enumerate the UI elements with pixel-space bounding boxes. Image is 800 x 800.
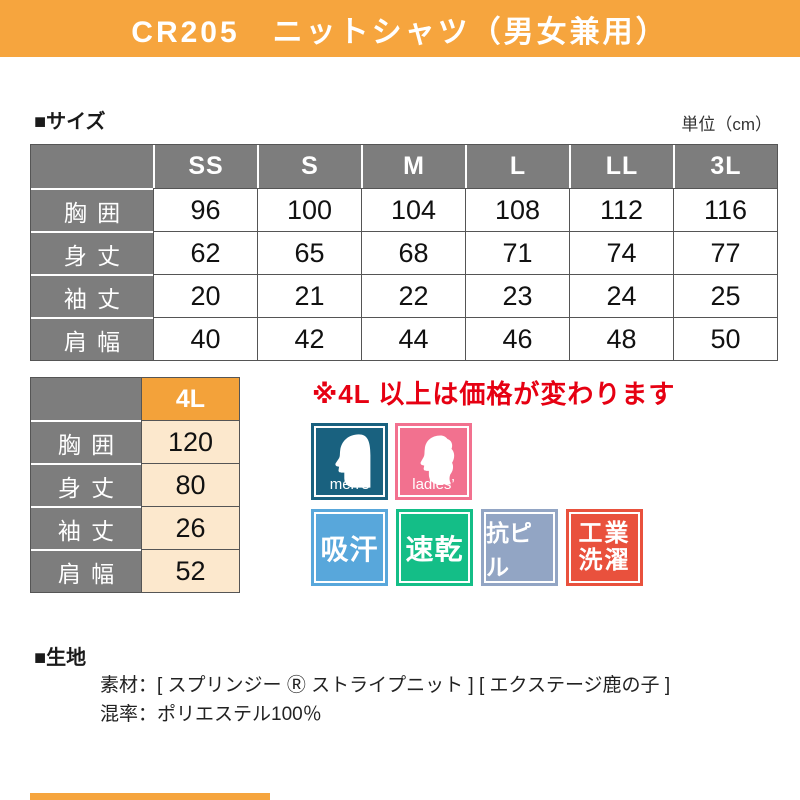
size-value: 77 — [673, 231, 777, 274]
size-value: 44 — [361, 317, 465, 360]
size-column-header: S — [257, 145, 361, 188]
gender-badge-row: men's ladies’ — [311, 423, 472, 500]
quick-dry-badge: 速乾 — [396, 509, 473, 586]
industrial-wash-badge: 工業 洗濯 — [566, 509, 643, 586]
size-value: 104 — [361, 188, 465, 231]
size-value: 24 — [569, 274, 673, 317]
size-value: 21 — [257, 274, 361, 317]
size-value-4l: 80 — [141, 463, 239, 506]
size-value: 22 — [361, 274, 465, 317]
size-value-4l: 26 — [141, 506, 239, 549]
size-value: 50 — [673, 317, 777, 360]
size-row-label: 肩幅 — [31, 317, 153, 360]
size-value: 71 — [465, 231, 569, 274]
size-row-label: 肩幅 — [31, 549, 141, 592]
anti-pill-label: 抗ピル — [486, 519, 532, 580]
size-column-header: L — [465, 145, 569, 188]
size-table-4l-corner — [31, 378, 141, 420]
size-table-corner — [31, 145, 153, 188]
size-value: 116 — [673, 188, 777, 231]
footer-accent-bar — [30, 793, 270, 800]
unit-label: 単位（cm） — [681, 115, 772, 134]
size-value-4l: 52 — [141, 549, 239, 592]
size-value: 108 — [465, 188, 569, 231]
quick-dry-label: 速乾 — [405, 533, 464, 565]
size-column-header: LL — [569, 145, 673, 188]
size-value: 25 — [673, 274, 777, 317]
size-value: 65 — [257, 231, 361, 274]
size-value: 68 — [361, 231, 465, 274]
fabric-section-heading: ■生地 — [34, 647, 87, 669]
size-row-label: 袖丈 — [31, 506, 141, 549]
size-value: 42 — [257, 317, 361, 360]
industrial-wash-label: 工業 洗濯 — [578, 520, 631, 574]
size-value: 112 — [569, 188, 673, 231]
size-table: SS S M L LL 3L 胸囲 96 100 104 108 112 116… — [30, 144, 778, 361]
female-profile-icon — [420, 435, 455, 485]
price-notice: ※4L 以上は価格が変わります — [312, 379, 676, 409]
sweat-absorb-badge: 吸汗 — [311, 509, 388, 586]
size-column-header: 3L — [673, 145, 777, 188]
sweat-absorb-label: 吸汗 — [320, 533, 379, 565]
size-column-header-4l: 4L — [141, 378, 239, 420]
fabric-material-line: 素材：[ スプリンジー Ⓡ ストライプニット ] [ エクステージ鹿の子 ] — [100, 675, 671, 696]
mens-badge: men's — [311, 423, 388, 500]
size-row-label: 身丈 — [31, 231, 153, 274]
anti-pill-badge: 抗ピル — [481, 509, 558, 586]
size-value: 62 — [153, 231, 257, 274]
size-column-header: M — [361, 145, 465, 188]
size-row-label: 袖丈 — [31, 274, 153, 317]
size-row-label: 胸囲 — [31, 188, 153, 231]
size-value: 100 — [257, 188, 361, 231]
male-profile-icon — [335, 434, 371, 488]
size-value: 20 — [153, 274, 257, 317]
size-section-heading: ■サイズ — [34, 111, 106, 133]
size-row-label: 身丈 — [31, 463, 141, 506]
size-value: 40 — [153, 317, 257, 360]
mens-badge-label: men's — [329, 476, 370, 493]
ladies-badge-label: ladies’ — [412, 476, 455, 493]
size-value-4l: 120 — [141, 420, 239, 463]
size-value: 48 — [569, 317, 673, 360]
size-value: 74 — [569, 231, 673, 274]
fabric-composition-line: 混率：ポリエステル100％ — [100, 704, 322, 725]
size-row-label: 胸囲 — [31, 420, 141, 463]
ladies-badge: ladies’ — [395, 423, 472, 500]
product-title: CR205 ニットシャツ（男女兼用） — [131, 15, 669, 49]
size-value: 23 — [465, 274, 569, 317]
size-value: 96 — [153, 188, 257, 231]
size-value: 46 — [465, 317, 569, 360]
product-title-bar: CR205 ニットシャツ（男女兼用） — [0, 0, 800, 57]
size-column-header: SS — [153, 145, 257, 188]
feature-badge-row: 吸汗 速乾 抗ピル 工業 洗濯 — [311, 509, 643, 586]
size-table-4l: 4L 胸囲 120 身丈 80 袖丈 26 肩幅 52 — [30, 377, 240, 593]
